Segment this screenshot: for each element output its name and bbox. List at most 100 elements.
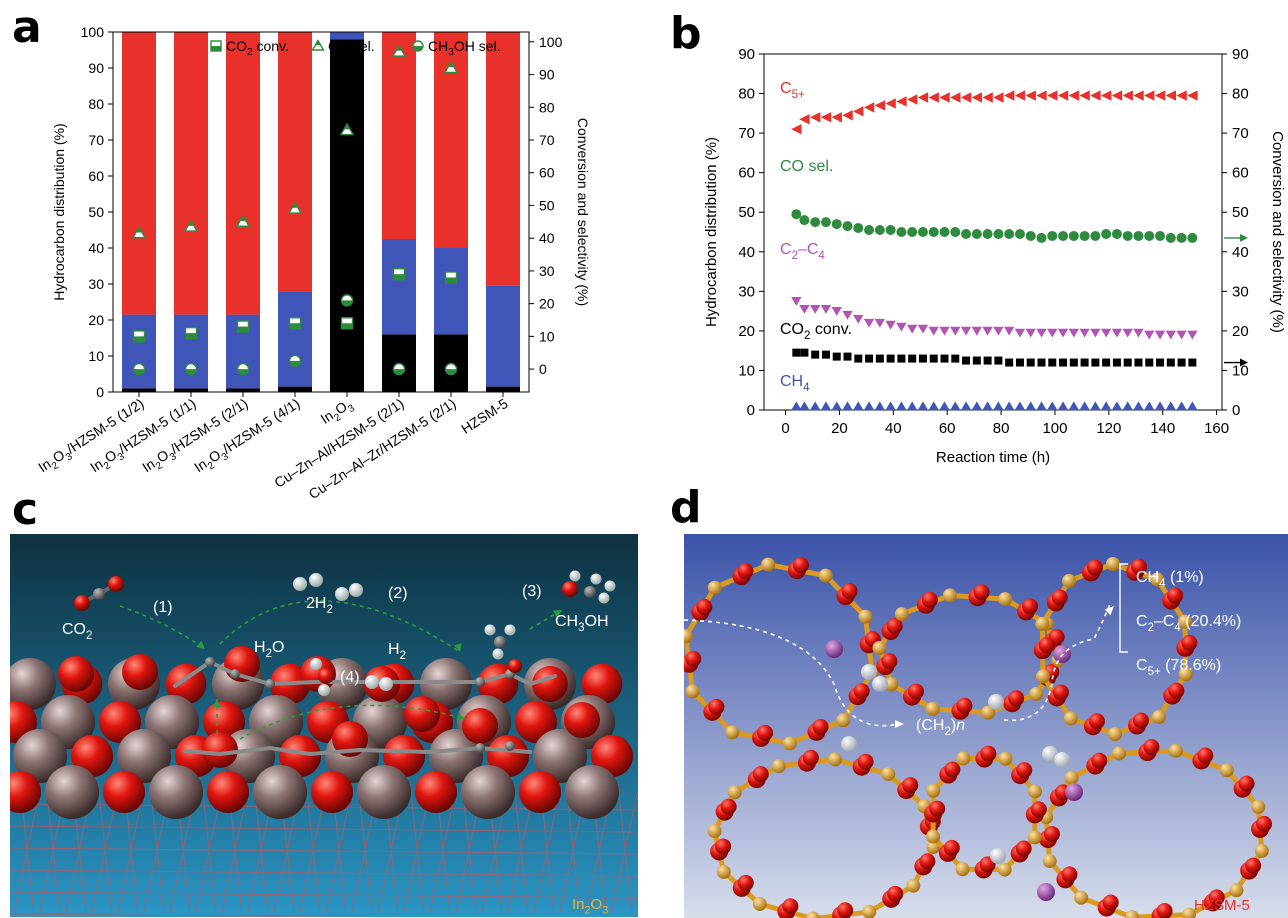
- data-marker: [340, 317, 354, 330]
- silicon-atom: [1151, 710, 1166, 725]
- data-point: [1048, 358, 1057, 367]
- legend-marker: [311, 39, 325, 51]
- data-point: [874, 100, 886, 111]
- data-point: [1111, 228, 1122, 239]
- data-point: [1090, 230, 1101, 241]
- oxygen-atom: [1088, 713, 1105, 730]
- silicon-atom: [685, 684, 700, 699]
- data-marker: [391, 44, 407, 57]
- indium-atom: [565, 765, 619, 819]
- data-point: [1079, 230, 1090, 241]
- oxygen-atom: [202, 700, 246, 744]
- oxygen-atom: [1197, 747, 1214, 764]
- hydrogen-atom: [335, 587, 349, 601]
- oxygen-atom: [737, 874, 754, 891]
- data-point: [1057, 90, 1069, 101]
- silicon-atom: [727, 785, 742, 800]
- oxygen-atom: [202, 732, 238, 768]
- hydrogen-atom: [318, 684, 330, 696]
- data-marker: [444, 362, 458, 376]
- data-point: [799, 114, 810, 125]
- x-tick-label: 60: [939, 420, 956, 437]
- y-tick-label: 80: [738, 86, 755, 103]
- y-right-tick-label: 0: [1232, 402, 1240, 419]
- oxygen-atom: [74, 595, 90, 611]
- y-right-tick-label: 80: [539, 99, 555, 115]
- data-point: [896, 227, 907, 237]
- label-step4: (4): [340, 669, 360, 686]
- data-point: [1166, 358, 1175, 367]
- data-point: [1187, 90, 1198, 101]
- indium-atom: [429, 729, 483, 783]
- arrow-step-3: [529, 609, 563, 630]
- data-point: [863, 318, 875, 328]
- oxygen-atom: [1051, 589, 1068, 606]
- oxygen-atom: [757, 724, 774, 741]
- oxygen-atom: [278, 734, 322, 778]
- panel-label-d: d: [670, 482, 702, 533]
- oxygen-atom: [696, 598, 713, 615]
- label-h2o: H2O: [254, 639, 284, 660]
- data-point: [842, 310, 853, 320]
- series-label: CO sel.: [780, 158, 833, 175]
- oxygen-atom: [404, 696, 440, 732]
- data-point: [1165, 90, 1177, 101]
- data-point: [1165, 401, 1177, 411]
- hydrogen-atom: [349, 583, 363, 597]
- oxygen-atom: [1038, 637, 1055, 654]
- data-point: [809, 304, 821, 314]
- hydrogen-atom: [590, 573, 602, 585]
- bar-segment: [486, 32, 520, 286]
- data-point: [799, 304, 810, 314]
- data-point: [1025, 230, 1036, 241]
- bar-segment: [174, 32, 208, 315]
- series-label: C5+: [780, 80, 805, 101]
- illustration-c-in2o3-surface: (1) (2) (3) (4) CO2 2H2 H2O H2 CH3OH In2O3: [10, 534, 638, 917]
- silicon-atom: [1125, 910, 1140, 918]
- oxygen-atom: [792, 557, 809, 574]
- silicon-atom: [806, 911, 820, 918]
- label-h2_2: 2H2: [306, 595, 333, 616]
- data-point: [1025, 328, 1036, 338]
- silicon-atom: [926, 829, 941, 844]
- y-tick-label: 20: [88, 312, 104, 328]
- oxygen-atom: [1143, 739, 1160, 756]
- data-point: [1079, 401, 1090, 411]
- silicon-atom: [1036, 669, 1051, 684]
- indium-atom: [149, 765, 203, 819]
- data-point: [821, 350, 830, 359]
- carbon-atom: [584, 586, 596, 598]
- y-right-tick-label: 80: [1232, 86, 1249, 103]
- y-tick-label: 70: [88, 132, 104, 148]
- data-point: [1057, 328, 1069, 338]
- plot-frame: [763, 53, 1223, 411]
- carbon-atom: [494, 636, 506, 648]
- y-tick-label: 60: [88, 168, 104, 184]
- data-point: [960, 401, 972, 411]
- data-marker: [236, 320, 250, 333]
- y-tick-label: 10: [88, 348, 104, 364]
- hydrogen-atom: [990, 848, 1006, 864]
- data-point: [1068, 401, 1080, 411]
- y-right-tick-label: 60: [1232, 165, 1249, 182]
- silicon-atom: [1064, 770, 1079, 785]
- data-point: [863, 102, 875, 113]
- data-point: [960, 326, 972, 336]
- silicon-atom: [955, 862, 970, 877]
- hydrogen-atom: [379, 677, 393, 691]
- data-point: [1176, 90, 1187, 101]
- data-point: [1154, 401, 1166, 411]
- y-right-tick-label: 60: [539, 165, 555, 181]
- oxygen-atom: [1052, 684, 1069, 701]
- data-point: [1025, 401, 1036, 411]
- framework-ring: [924, 745, 1047, 879]
- oxygen-atom: [857, 753, 874, 770]
- data-point: [842, 110, 853, 121]
- oxygen-atom: [10, 770, 42, 814]
- data-point: [928, 401, 939, 411]
- lattice-wireframe: [10, 783, 638, 917]
- data-point: [1068, 90, 1080, 101]
- data-point: [1111, 90, 1123, 101]
- arrow-step-2: [219, 600, 461, 653]
- hydrogen-atom: [484, 624, 496, 636]
